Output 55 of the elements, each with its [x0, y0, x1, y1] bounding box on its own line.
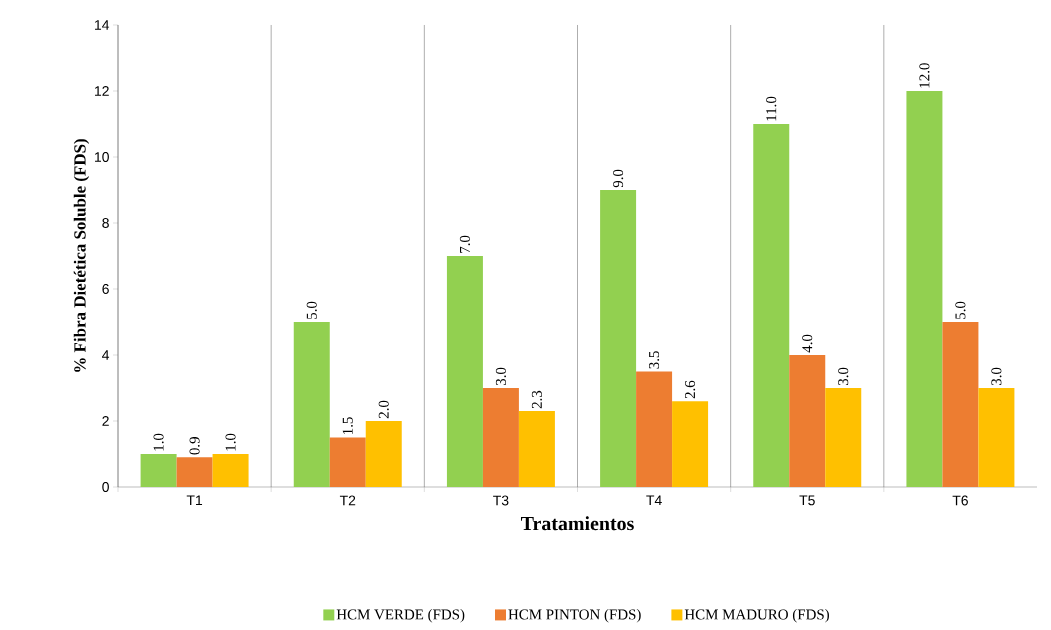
data-label: 1.0: [153, 433, 164, 451]
bar: [446, 256, 483, 487]
y-axis-title: % Fibra Dietética Soluble (FDS): [73, 139, 90, 372]
data-label: 9.0: [613, 169, 624, 188]
data-label: 3.5: [649, 351, 660, 369]
data-label: 3.0: [495, 367, 506, 386]
bar: [906, 91, 943, 487]
bar: [365, 421, 402, 487]
x-tick-label: T1: [186, 495, 203, 506]
legend-label: HCM VERDE (FDS): [336, 609, 465, 623]
x-tick-label: T5: [799, 495, 815, 506]
legend-label: HCM PINTON (FDS): [508, 609, 641, 623]
bar: [942, 322, 979, 487]
y-tick-label: 6: [102, 284, 109, 294]
data-label: 2.0: [378, 400, 389, 419]
bar: [600, 190, 637, 487]
bar: [293, 322, 330, 487]
data-label: 0.9: [189, 437, 200, 455]
data-label: 11.0: [766, 96, 777, 121]
data-label: 7.0: [459, 235, 471, 253]
x-tick-label: T6: [952, 495, 968, 506]
data-label: 4.0: [802, 334, 813, 353]
bar: [140, 454, 177, 487]
y-tick-label: 10: [95, 152, 109, 162]
legend-label: HCM MADURO (FDS): [684, 609, 829, 623]
data-label: 2.3: [531, 390, 542, 409]
bar: [176, 457, 213, 487]
x-tick-label: T2: [339, 495, 356, 506]
y-tick-label: 0: [102, 482, 109, 492]
y-tick-label: 12: [95, 86, 109, 96]
bar: [789, 355, 826, 487]
data-label: 1.0: [225, 433, 236, 451]
y-tick-label: 4: [102, 350, 110, 360]
bar: [825, 388, 862, 487]
y-tick-label: 8: [102, 218, 109, 228]
bar: [518, 411, 555, 487]
bar: [672, 401, 709, 487]
data-label: 5.0: [306, 301, 317, 319]
x-tick-label: T3: [493, 495, 509, 506]
data-label: 2.6: [685, 380, 696, 399]
y-tick-label: 2: [102, 416, 109, 426]
bar: [329, 437, 366, 487]
x-axis-title: Tratamientos: [521, 516, 634, 531]
x-tick-label: T4: [646, 495, 662, 506]
bar: [636, 371, 673, 487]
data-label: 3.0: [991, 367, 1002, 386]
bar: [978, 388, 1015, 487]
data-label: 12.0: [919, 63, 930, 88]
data-label: 3.0: [838, 367, 849, 386]
bar: [482, 388, 519, 487]
bar: [753, 124, 790, 487]
data-label: 1.5: [342, 417, 353, 434]
y-tick-label: 14: [95, 20, 110, 30]
data-label: 5.0: [955, 301, 966, 319]
bar: [212, 454, 249, 487]
